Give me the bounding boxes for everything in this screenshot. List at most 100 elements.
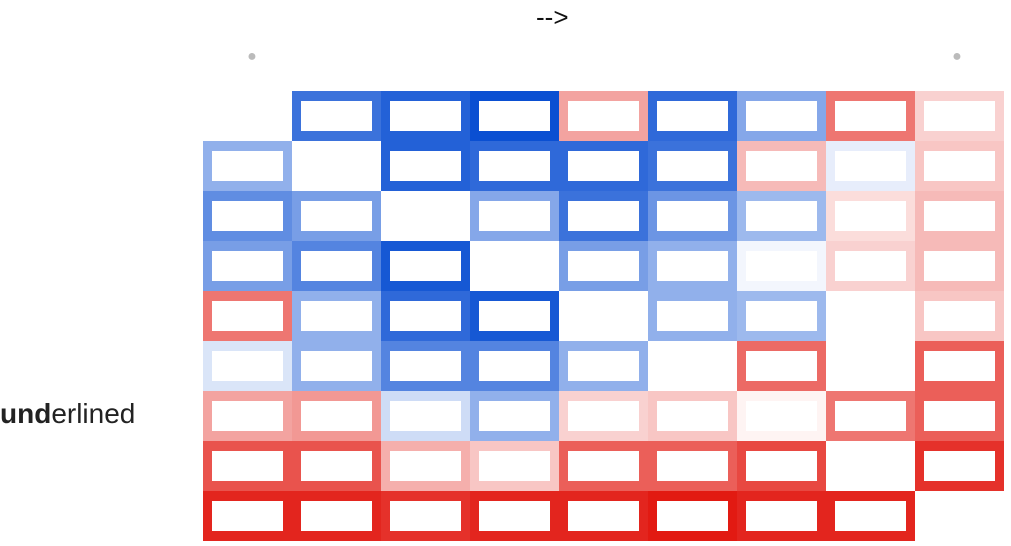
heatmap-cell	[826, 141, 915, 191]
heatmap-cell	[915, 341, 1004, 391]
heatmap-cell	[826, 291, 915, 341]
row-label-obscured	[0, 494, 140, 530]
heatmap-cell	[381, 141, 470, 191]
cell-label-obscured	[835, 451, 906, 481]
cell-label-obscured	[568, 151, 639, 181]
cell-label-obscured	[212, 501, 283, 531]
cell-label-obscured	[657, 351, 728, 381]
cell-label-obscured	[301, 251, 372, 281]
heatmap-cell	[915, 141, 1004, 191]
heatmap-cell	[648, 391, 737, 441]
cell-label-obscured	[657, 501, 728, 531]
heatmap-cell	[648, 441, 737, 491]
cell-label-obscured	[924, 351, 995, 381]
heatmap-cell	[292, 441, 381, 491]
cell-label-obscured	[212, 351, 283, 381]
heatmap-cell	[826, 441, 915, 491]
cell-label-obscured	[479, 301, 550, 331]
cell-label-obscured	[924, 301, 995, 331]
cell-label-obscured	[835, 401, 906, 431]
cell-label-obscured	[657, 151, 728, 181]
cell-label-obscured	[568, 251, 639, 281]
cell-label-obscured	[212, 151, 283, 181]
header-arrow: -->	[536, 2, 569, 32]
heatmap-cell	[826, 391, 915, 441]
cell-label-obscured	[301, 201, 372, 231]
heatmap-cell	[737, 441, 826, 491]
heatmap-cell	[915, 241, 1004, 291]
heatmap-cell	[470, 91, 559, 141]
cell-label-obscured	[568, 301, 639, 331]
cell-label-obscured	[212, 251, 283, 281]
heatmap-cell	[737, 291, 826, 341]
cell-label-obscured	[390, 301, 461, 331]
cell-label-obscured	[301, 301, 372, 331]
cell-label-obscured	[568, 401, 639, 431]
cell-label-obscured	[924, 451, 995, 481]
heatmap-cell	[559, 91, 648, 141]
heatmap-cell	[470, 291, 559, 341]
heatmap-cell	[648, 341, 737, 391]
heatmap-cell	[737, 241, 826, 291]
heatmap-cell	[737, 141, 826, 191]
heatmap-cell	[381, 91, 470, 141]
cell-label-obscured	[479, 351, 550, 381]
heatmap-cell	[559, 191, 648, 241]
cell-label-obscured	[746, 351, 817, 381]
heatmap-cell	[559, 441, 648, 491]
heatmap-cell	[826, 491, 915, 541]
cell-label-obscured	[835, 301, 906, 331]
heatmap-cell	[737, 341, 826, 391]
heatmap-cell	[470, 441, 559, 491]
cell-label-obscured	[390, 351, 461, 381]
heatmap-cell	[381, 441, 470, 491]
heatmap-cell	[737, 91, 826, 141]
row-label-obscured	[0, 296, 140, 332]
row-label-obscured	[0, 196, 140, 232]
heatmap-cell	[292, 91, 381, 141]
cell-label-obscured	[568, 351, 639, 381]
col-label-dot: ●	[952, 48, 962, 65]
heatmap-cell	[737, 391, 826, 441]
heatmap-cell	[559, 291, 648, 341]
heatmap-cell	[203, 491, 292, 541]
col-label-dot: ●	[247, 48, 257, 65]
cell-label-obscured	[746, 201, 817, 231]
cell-label-obscured	[568, 101, 639, 131]
cell-label-obscured	[390, 451, 461, 481]
cell-label-obscured	[390, 101, 461, 131]
row-label-obscured	[0, 146, 140, 182]
cell-label-obscured	[301, 351, 372, 381]
heatmap-cell	[381, 291, 470, 341]
cell-label-obscured	[924, 401, 995, 431]
heatmap-cell	[381, 241, 470, 291]
heatmap-cell	[915, 291, 1004, 341]
cell-label-obscured	[924, 101, 995, 131]
heatmap-cell	[559, 491, 648, 541]
heatmap-cell	[559, 341, 648, 391]
heatmap-cell	[470, 191, 559, 241]
heatmap-cell	[203, 441, 292, 491]
cell-label-obscured	[568, 201, 639, 231]
row-label-underlined: underlined	[0, 398, 195, 430]
cell-label-obscured	[212, 201, 283, 231]
cell-label-obscured	[835, 201, 906, 231]
heatmap-cell	[470, 141, 559, 191]
cell-label-obscured	[924, 201, 995, 231]
cell-label-obscured	[746, 401, 817, 431]
cell-label-obscured	[390, 151, 461, 181]
heatmap-cell	[648, 491, 737, 541]
cell-label-obscured	[479, 451, 550, 481]
heatmap-cell	[826, 191, 915, 241]
cell-label-obscured	[301, 501, 372, 531]
cell-label-obscured	[924, 151, 995, 181]
heatmap-cell	[292, 191, 381, 241]
heatmap-cell	[915, 391, 1004, 441]
cell-label-obscured	[746, 501, 817, 531]
heatmap-cell	[292, 341, 381, 391]
row-label-obscured	[0, 346, 140, 382]
cell-label-obscured	[479, 401, 550, 431]
cell-label-obscured	[390, 201, 461, 231]
